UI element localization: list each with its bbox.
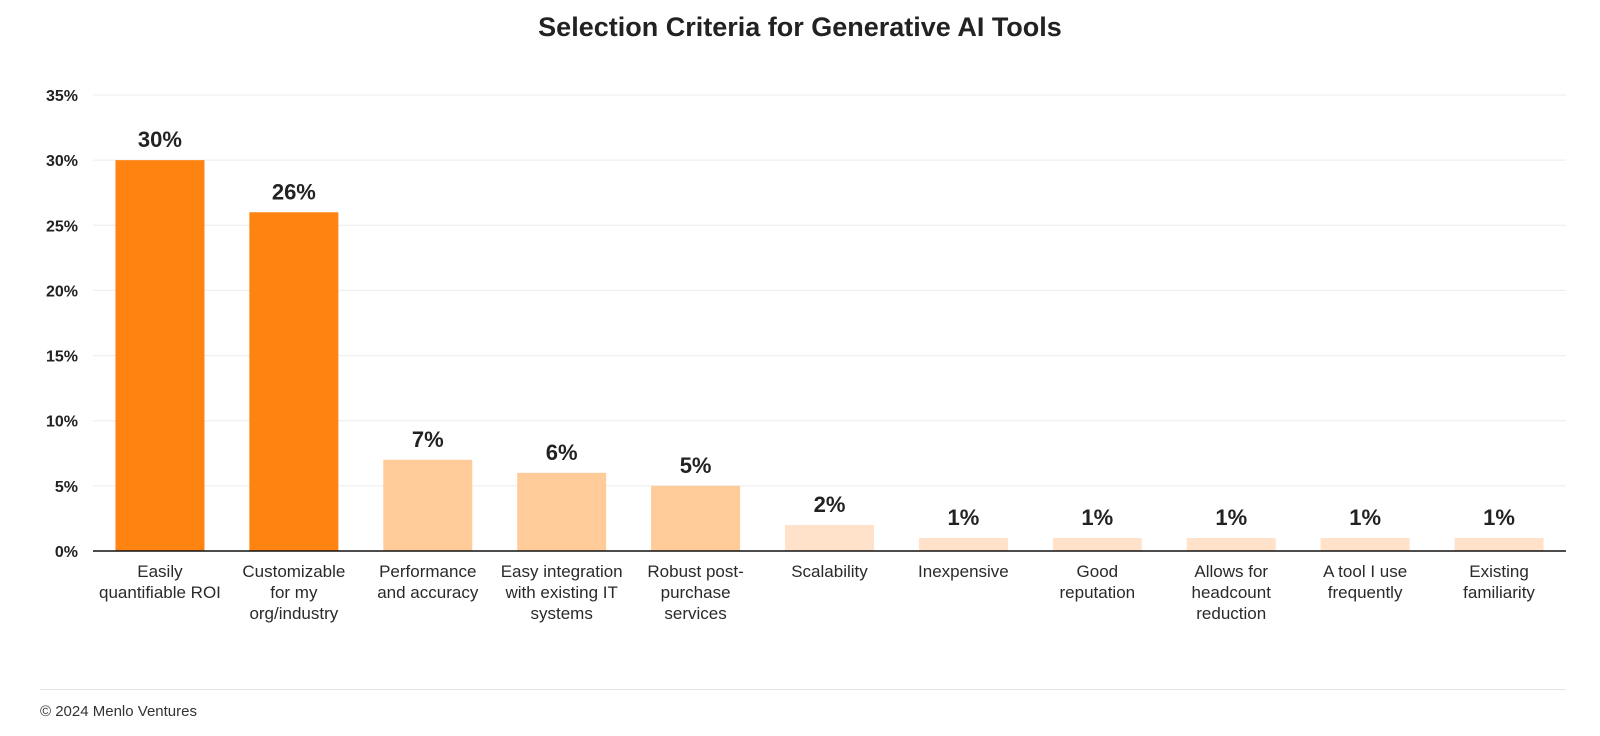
x-tick-label: Allows for headcount reduction <box>1192 562 1272 623</box>
bar <box>383 459 473 551</box>
x-tick-label: Performance and accuracy <box>377 562 479 602</box>
bar <box>1454 537 1544 551</box>
data-label: 7% <box>412 427 444 452</box>
bar <box>249 212 339 551</box>
y-tick-label: 30% <box>46 153 78 170</box>
x-tick-label: Easily quantifiable ROI <box>99 562 221 602</box>
bar <box>785 524 874 551</box>
data-label: 6% <box>546 440 578 465</box>
x-tick-label: Scalability <box>791 562 868 581</box>
y-tick-label: 25% <box>46 218 78 235</box>
y-tick-label: 0% <box>55 544 78 561</box>
data-label: 1% <box>948 505 980 530</box>
y-tick-label: 10% <box>46 414 78 431</box>
y-tick-label: 15% <box>46 349 78 366</box>
copyright-text: © 2024 Menlo Ventures <box>40 703 197 720</box>
x-tick-label: Inexpensive <box>918 562 1009 581</box>
y-tick-label: 5% <box>55 479 78 496</box>
chart-title: Selection Criteria for Generative AI Too… <box>538 12 1062 42</box>
data-label: 1% <box>1081 505 1113 530</box>
bar <box>1052 537 1142 551</box>
bar <box>115 160 205 551</box>
bar <box>1186 537 1276 551</box>
data-label: 30% <box>138 127 182 152</box>
x-tick-label: Easy integration with existing IT systems <box>501 562 623 623</box>
bar <box>517 472 607 551</box>
gridlines <box>93 94 1566 487</box>
x-tick-label: Robust post-purchase services <box>647 562 743 623</box>
bar <box>651 485 741 551</box>
data-label: 26% <box>272 179 316 204</box>
y-axis-ticks: 0% 5% 10% 15% 20% 25% 30% 35% <box>46 88 78 561</box>
data-label: 2% <box>814 492 846 517</box>
footer-divider <box>40 689 1566 690</box>
data-label: 1% <box>1349 505 1381 530</box>
y-tick-label: 20% <box>46 283 78 300</box>
x-tick-label: A tool I use frequently <box>1323 562 1407 602</box>
x-axis-labels: Easily quantifiable ROI Customizable for my… <box>99 562 1535 623</box>
x-tick-label: Existing familiarity <box>1463 562 1535 602</box>
data-label: 1% <box>1215 505 1247 530</box>
x-tick-label: Customizable for my org/industry <box>242 562 345 623</box>
bar <box>1320 537 1410 551</box>
x-tick-label: Good reputation <box>1060 562 1136 602</box>
bars <box>115 160 1544 551</box>
value-labels: 30% 26% 7% 6% 5% 2% 1% 1% 1% 1% 1% <box>138 127 1515 530</box>
data-label: 5% <box>680 453 712 478</box>
data-label: 1% <box>1483 505 1515 530</box>
y-tick-label: 35% <box>46 88 78 105</box>
bar <box>918 537 1008 551</box>
